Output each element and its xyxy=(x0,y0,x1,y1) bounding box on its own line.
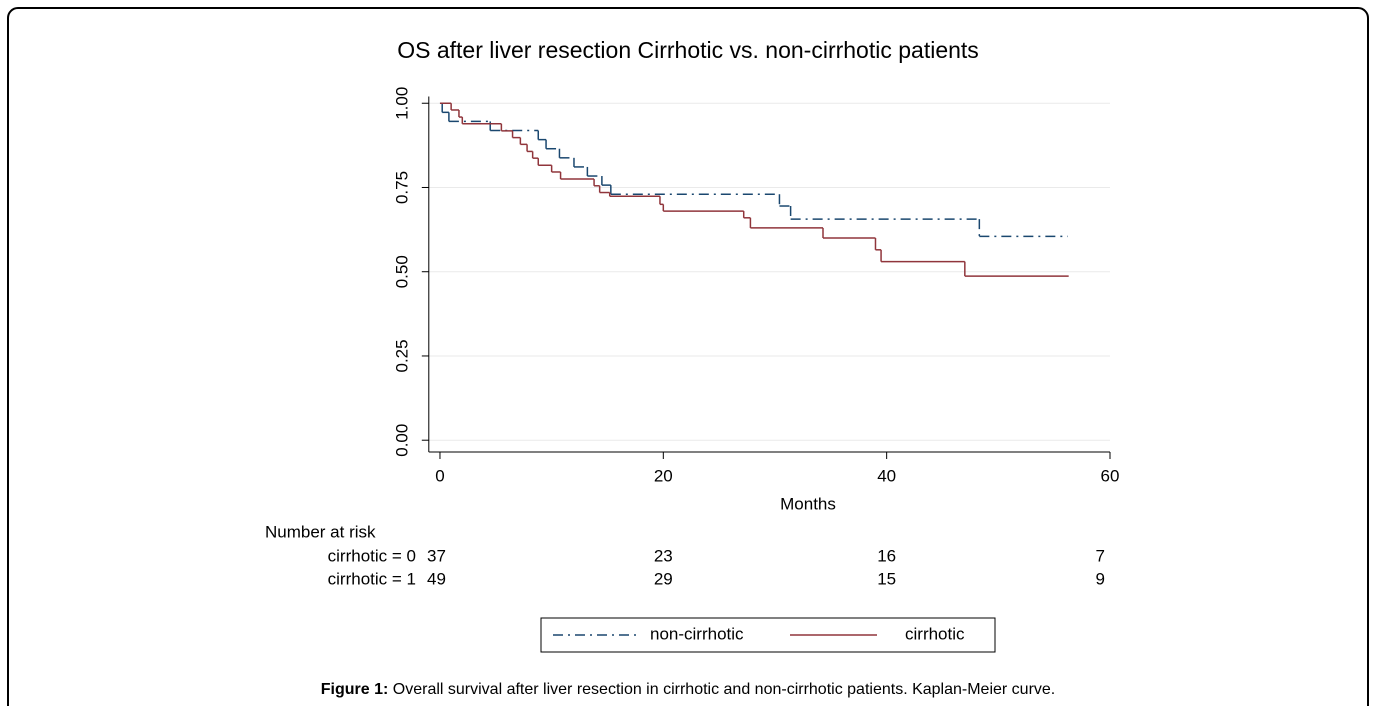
caption-label: Figure 1: xyxy=(321,681,389,698)
legend-label: non-cirrhotic xyxy=(650,624,744,643)
caption-text: Overall survival after liver resection i… xyxy=(393,681,1055,698)
at-risk-value: 37 xyxy=(427,546,446,565)
x-tick-label: 20 xyxy=(654,466,673,485)
chart-title: OS after liver resection Cirrhotic vs. n… xyxy=(397,37,979,63)
at-risk-label: cirrhotic = 0 xyxy=(328,546,416,565)
legend-box xyxy=(540,617,996,653)
at-risk-title: Number at risk xyxy=(265,522,376,541)
at-risk-value: 9 xyxy=(1096,569,1105,588)
x-tick-label: 60 xyxy=(1101,466,1120,485)
frame xyxy=(7,7,1369,706)
at-risk-value: 16 xyxy=(877,546,896,565)
y-tick-label: 0.25 xyxy=(392,339,411,372)
caption: Figure 1: Overall survival after liver r… xyxy=(321,681,1056,698)
at-risk-value: 7 xyxy=(1096,546,1105,565)
y-tick-label: 0.50 xyxy=(392,255,411,288)
at-risk-value: 15 xyxy=(877,569,896,588)
x-tick-label: 40 xyxy=(877,466,896,485)
y-tick-label: 0.00 xyxy=(392,424,411,457)
y-tick-label: 0.75 xyxy=(392,171,411,204)
x-tick-label: 0 xyxy=(435,466,444,485)
y-tick-label: 1.00 xyxy=(392,87,411,120)
at-risk-label: cirrhotic = 1 xyxy=(328,569,416,588)
at-risk-value: 49 xyxy=(427,569,446,588)
at-risk-value: 23 xyxy=(654,546,673,565)
x-axis-label: Months xyxy=(780,494,836,513)
legend-label: cirrhotic xyxy=(905,624,965,643)
at-risk-value: 29 xyxy=(654,569,673,588)
